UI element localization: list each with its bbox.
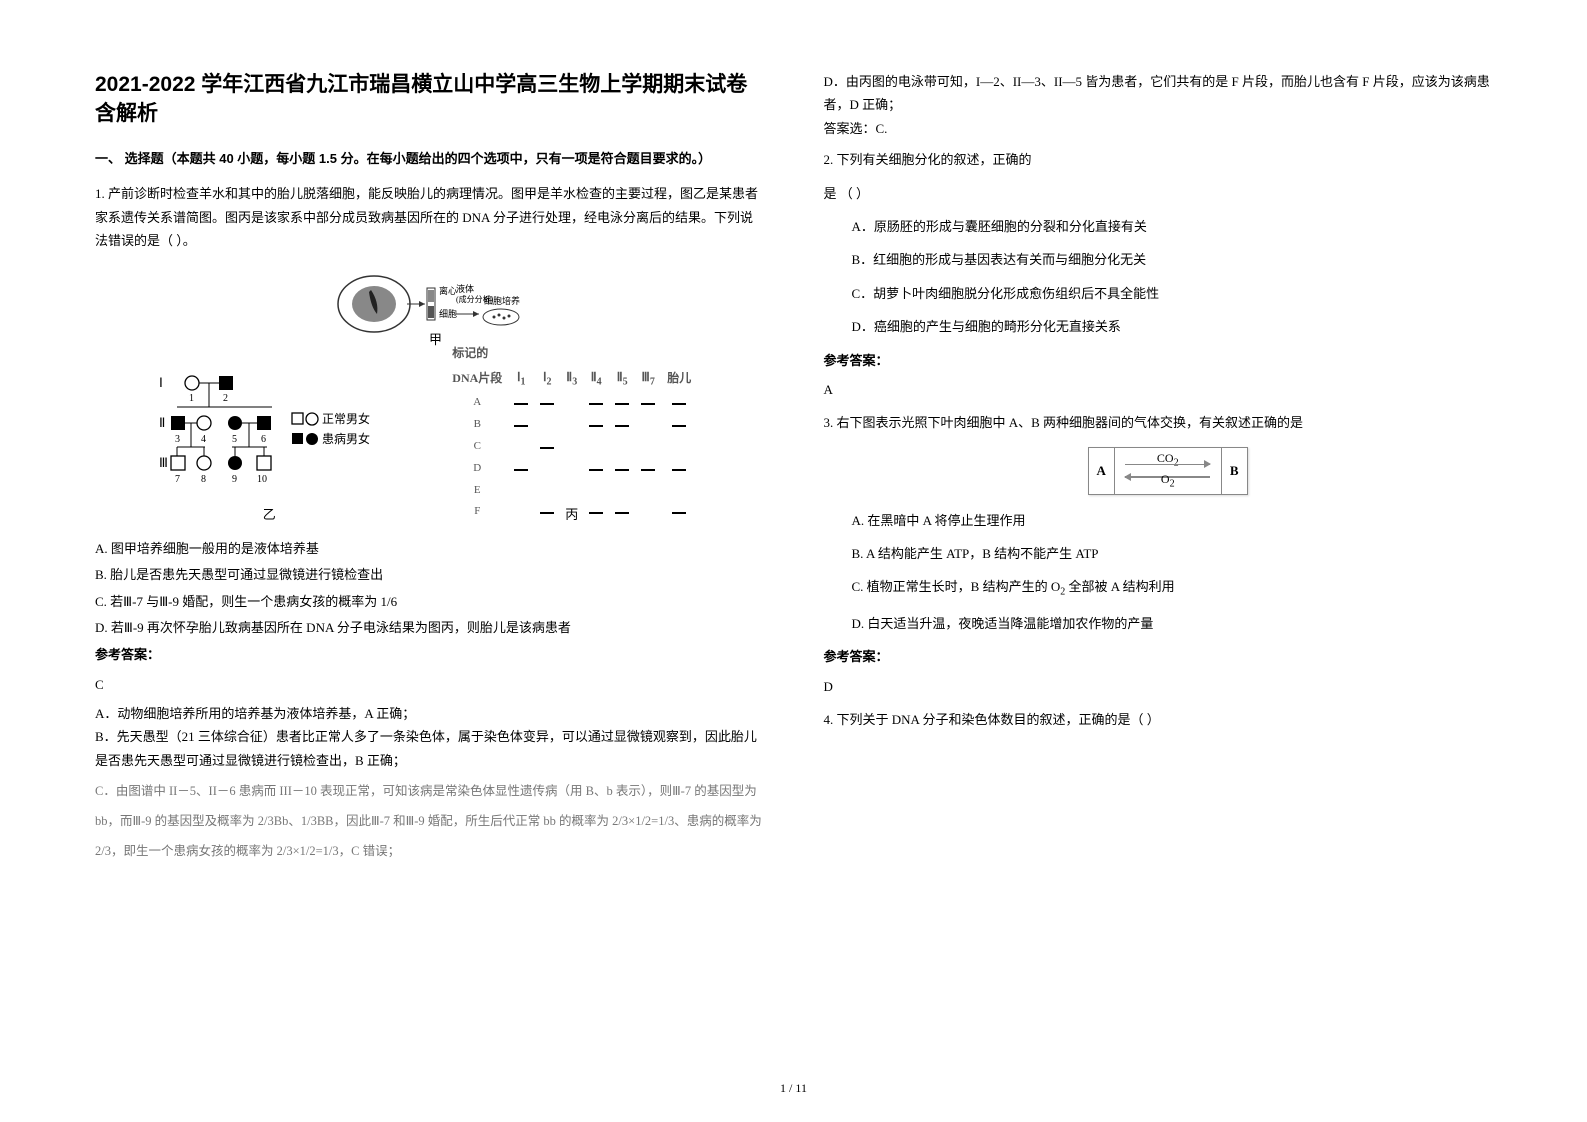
svg-text:细胞: 细胞 <box>439 308 457 319</box>
question-4-stem: 4. 下列关于 DNA 分子和染色体数目的叙述，正确的是（ ） <box>824 708 1493 731</box>
svg-text:液体: 液体 <box>456 283 474 294</box>
q3-answer: D <box>824 675 1493 698</box>
q1-option-c: C. 若Ⅲ-7 与Ⅲ-9 婚配，则生一个患病女孩的概率为 1/6 <box>95 590 764 613</box>
fig-label-centrifuge: 离心 <box>439 285 457 296</box>
q3-option-b: B. A 结构能产生 ATP，B 结构不能产生 ATP <box>852 542 1493 565</box>
q2-option-d: D．癌细胞的产生与细胞的畸形分化无直接关系 <box>852 315 1493 338</box>
right-column: D．由丙图的电泳带可知，I—2、II—3、II—5 皆为患者，它们共有的是 F … <box>824 70 1493 1092</box>
svg-text:细胞培养: 细胞培养 <box>484 295 520 306</box>
q2-option-b: B．红细胞的形成与基因表达有关而与细胞分化无关 <box>852 248 1493 271</box>
q2-answer-label: 参考答案： <box>824 349 1493 372</box>
svg-text:8: 8 <box>201 474 206 485</box>
q1-option-b: B. 胎儿是否患先天愚型可通过显微镜进行镜检查出 <box>95 563 764 586</box>
q3-option-a: A. 在黑暗中 A 将停止生理作用 <box>852 509 1493 532</box>
figure-bing-wrapper: 标记的 DNA片段 Ⅰ1Ⅰ2Ⅱ3Ⅱ4Ⅱ5Ⅲ7胎儿 A B C D E F 丙 <box>442 365 702 526</box>
q1-explain-a: A．动物细胞培养所用的培养基为液体培养基，A 正确； <box>95 702 764 725</box>
q3-answer-label: 参考答案： <box>824 645 1493 668</box>
svg-text:5: 5 <box>232 434 237 445</box>
page-footer: 1 / 11 <box>780 1078 807 1100</box>
q1-explain-conclusion: 答案选：C. <box>824 117 1493 140</box>
diagram-label-o2: O2 <box>1161 469 1175 493</box>
figure-bing: 标记的 DNA片段 Ⅰ1Ⅰ2Ⅱ3Ⅱ4Ⅱ5Ⅲ7胎儿 A B C D E F <box>442 365 702 500</box>
q2-option-a: A．原肠胚的形成与囊胚细胞的分裂和分化直接有关 <box>852 215 1493 238</box>
q3-diagram: A CO2 O2 B <box>844 447 1493 495</box>
q1-answer-label: 参考答案： <box>95 643 764 666</box>
q1-explain-c: C．由图谱中 II－5、II－6 患病而 III－10 表现正常，可知该病是常染… <box>95 776 764 866</box>
svg-text:9: 9 <box>232 474 237 485</box>
diagram-cell-a: A <box>1089 448 1115 494</box>
svg-text:3: 3 <box>175 434 180 445</box>
question-2-stem-2: 是 （ ） <box>824 182 1493 205</box>
svg-text:Ⅱ: Ⅱ <box>159 415 165 430</box>
q3-option-c: C. 植物正常生长时，B 结构产生的 O2 全部被 A 结构利用 <box>852 575 1493 602</box>
q1-explain-d: D．由丙图的电泳带可知，I—2、II—3、II—5 皆为患者，它们共有的是 F … <box>824 70 1493 117</box>
q2-option-c: C．胡萝卜叶肉细胞脱分化形成愈伤组织后不具全能性 <box>852 282 1493 305</box>
svg-text:6: 6 <box>261 434 266 445</box>
svg-text:4: 4 <box>201 434 206 445</box>
question-1-stem: 1. 产前诊断时检查羊水和其中的胎儿脱落细胞，能反映胎儿的病理情况。图甲是羊水检… <box>95 182 764 252</box>
q3-option-d: D. 白天适当升温，夜晚适当降温能增加农作物的产量 <box>852 612 1493 635</box>
figure-yi: Ⅰ 1 2 Ⅱ 3 4 5 6 <box>157 365 382 500</box>
svg-text:患病男女: 患病男女 <box>322 431 370 446</box>
section-header: 一、 选择题（本题共 40 小题，每小题 1.5 分。在每小题给出的四个选项中，… <box>95 147 764 170</box>
svg-text:2: 2 <box>223 393 228 404</box>
q1-option-d: D. 若Ⅲ-9 再次怀孕胎儿致病基因所在 DNA 分子电泳结果为图丙，则胎儿是该… <box>95 616 764 639</box>
svg-text:Ⅰ: Ⅰ <box>159 375 163 390</box>
question-3-stem: 3. 右下图表示光照下叶肉细胞中 A、B 两种细胞器间的气体交换，有关叙述正确的… <box>824 411 1493 434</box>
question-2-stem-1: 2. 下列有关细胞分化的叙述，正确的 <box>824 148 1493 171</box>
left-column: 2021-2022 学年江西省九江市瑞昌横立山中学高三生物上学期期末试卷含解析 … <box>95 70 764 1092</box>
q1-answer: C <box>95 673 764 696</box>
q1-explain-b: B．先天愚型（21 三体综合征）患者比正常人多了一条染色体，属于染色体变异，可以… <box>95 725 764 772</box>
q2-answer: A <box>824 378 1493 401</box>
svg-text:10: 10 <box>257 474 267 485</box>
svg-text:1: 1 <box>189 393 194 404</box>
svg-text:7: 7 <box>175 474 180 485</box>
fig-yi-label: 乙 <box>157 503 382 526</box>
q1-option-a: A. 图甲培养细胞一般用的是液体培养基 <box>95 537 764 560</box>
figure-container: 离心 液体 (成分分析) 细胞 细胞培养 甲 Ⅰ <box>95 262 764 526</box>
arrow-right-icon <box>1125 464 1210 466</box>
svg-text:正常男女: 正常男女 <box>322 411 370 426</box>
svg-text:Ⅲ: Ⅲ <box>159 455 168 470</box>
diagram-cell-b: B <box>1221 448 1247 494</box>
fig-jia-label: 甲 <box>429 332 442 347</box>
figure-yi-wrapper: Ⅰ 1 2 Ⅱ 3 4 5 6 <box>157 365 382 526</box>
exam-title: 2021-2022 学年江西省九江市瑞昌横立山中学高三生物上学期期末试卷含解析 <box>95 70 764 129</box>
